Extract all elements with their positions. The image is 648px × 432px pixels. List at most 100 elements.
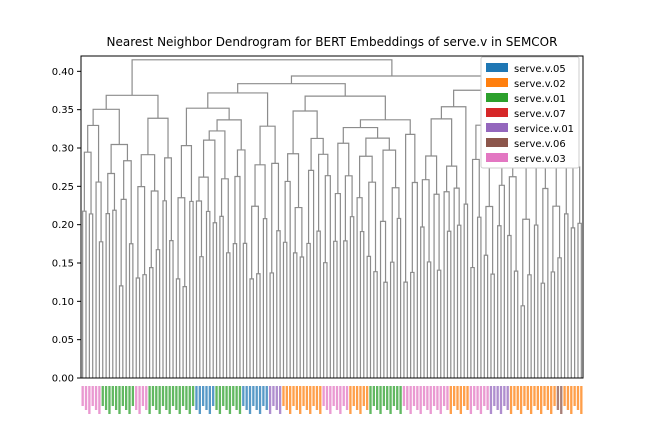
leaf-label bbox=[155, 386, 158, 410]
dendrogram-link bbox=[359, 230, 365, 378]
leaf-label bbox=[315, 386, 319, 410]
y-tick-label: 0.10 bbox=[52, 297, 74, 308]
dendrogram-link bbox=[220, 178, 229, 253]
leaf-label bbox=[325, 386, 329, 410]
leaf-label bbox=[463, 386, 466, 406]
y-tick-label: 0.35 bbox=[52, 105, 74, 116]
dendrogram-link bbox=[95, 181, 102, 378]
dendrogram-link bbox=[131, 59, 393, 96]
leaf-label bbox=[178, 386, 181, 414]
leaf-label bbox=[111, 386, 114, 406]
y-tick-label: 0.20 bbox=[52, 220, 74, 231]
leaf-label bbox=[151, 386, 155, 406]
leaf-label bbox=[529, 386, 533, 414]
dendrogram-link bbox=[155, 249, 161, 378]
leaf-label bbox=[449, 386, 452, 414]
leaf-label bbox=[278, 386, 282, 414]
leaf-label bbox=[550, 386, 553, 414]
leaf-label bbox=[412, 386, 416, 406]
leaf-label bbox=[446, 386, 449, 410]
dendrogram-link bbox=[234, 175, 241, 378]
leaf-label bbox=[292, 386, 295, 406]
leaf-label bbox=[121, 386, 125, 406]
dendrogram-link bbox=[225, 252, 231, 378]
leaf-label bbox=[141, 386, 145, 406]
dendrogram-link bbox=[368, 181, 377, 272]
leaf-label bbox=[81, 386, 84, 406]
leaf-label bbox=[148, 386, 151, 414]
leaf-label bbox=[285, 386, 288, 410]
dendrogram-link bbox=[219, 215, 224, 378]
leaf-label bbox=[473, 386, 476, 406]
dendrogram-link bbox=[237, 83, 346, 97]
leaf-label bbox=[553, 386, 556, 406]
leaf-label bbox=[161, 386, 165, 406]
y-axis: 0.00 0.05 0.10 0.15 0.20 0.25 0.30 0.35 0.40 bbox=[52, 67, 81, 385]
dendrogram-link bbox=[262, 218, 268, 378]
legend-label: serve.v.05 bbox=[514, 64, 566, 75]
leaf-label bbox=[365, 386, 369, 410]
leaf-label bbox=[442, 386, 446, 406]
leaf-label bbox=[429, 386, 432, 414]
leaf-label bbox=[208, 386, 212, 414]
leaf-label bbox=[245, 386, 248, 410]
leaf-label bbox=[205, 386, 208, 410]
leaf-label bbox=[272, 386, 275, 406]
leaf-label bbox=[114, 386, 118, 410]
dendrogram-link bbox=[405, 133, 416, 283]
leaf-label bbox=[135, 386, 138, 410]
dendrogram-link bbox=[120, 198, 127, 378]
leaf-label bbox=[483, 386, 486, 406]
leaf-label bbox=[329, 386, 332, 414]
legend-swatch bbox=[486, 93, 508, 102]
leaf-label bbox=[299, 386, 302, 414]
leaf-label bbox=[466, 386, 469, 410]
leaf-label bbox=[436, 386, 439, 410]
leaf-label bbox=[539, 386, 543, 414]
dendrogram-link bbox=[150, 190, 159, 268]
dendrogram-link bbox=[365, 137, 390, 157]
legend-swatch bbox=[486, 123, 508, 132]
dendrogram-link bbox=[382, 149, 397, 222]
leaf-label bbox=[496, 386, 499, 410]
leaf-label bbox=[576, 386, 580, 410]
leaf-label bbox=[215, 386, 218, 410]
leaf-label bbox=[282, 386, 285, 406]
dendrogram-link bbox=[208, 130, 226, 179]
leaf-label bbox=[275, 386, 278, 410]
dendrogram-link bbox=[476, 216, 482, 378]
dendrogram-link bbox=[299, 256, 305, 378]
dendrogram-link bbox=[137, 186, 146, 279]
leaf-label bbox=[101, 386, 104, 406]
leaf-label bbox=[198, 386, 201, 414]
dendrogram-link bbox=[177, 197, 186, 287]
leaf-label bbox=[235, 386, 238, 410]
dendrogram-link bbox=[307, 169, 315, 378]
dendrogram-link bbox=[557, 257, 562, 378]
leaf-label bbox=[570, 386, 573, 414]
leaf-label bbox=[171, 386, 175, 406]
dendrogram-link bbox=[318, 153, 329, 232]
legend-label: serve.v.07 bbox=[514, 109, 566, 120]
leaf-label bbox=[419, 386, 422, 414]
y-tick-label: 0.30 bbox=[52, 144, 74, 155]
leaf-label bbox=[295, 386, 299, 410]
leaf-label bbox=[402, 386, 406, 406]
legend-label: serve.v.03 bbox=[514, 154, 566, 165]
dendrogram-link bbox=[195, 200, 203, 378]
dendrogram-link bbox=[520, 305, 526, 378]
leaf-label bbox=[252, 386, 255, 406]
leaf-label bbox=[489, 386, 493, 414]
dendrogram-link bbox=[337, 142, 350, 194]
dendrogram-link bbox=[164, 157, 172, 241]
leaf-label bbox=[165, 386, 168, 410]
leaf-label bbox=[258, 386, 262, 414]
leaf-label bbox=[359, 386, 362, 414]
leaf-label bbox=[372, 386, 376, 406]
dendrogram-link bbox=[421, 179, 430, 262]
leaf-label bbox=[533, 386, 536, 406]
legend-label: service.v.01 bbox=[514, 124, 574, 135]
leaf-label bbox=[262, 386, 265, 406]
leaf-label bbox=[432, 386, 436, 406]
leaf-label bbox=[265, 386, 268, 410]
